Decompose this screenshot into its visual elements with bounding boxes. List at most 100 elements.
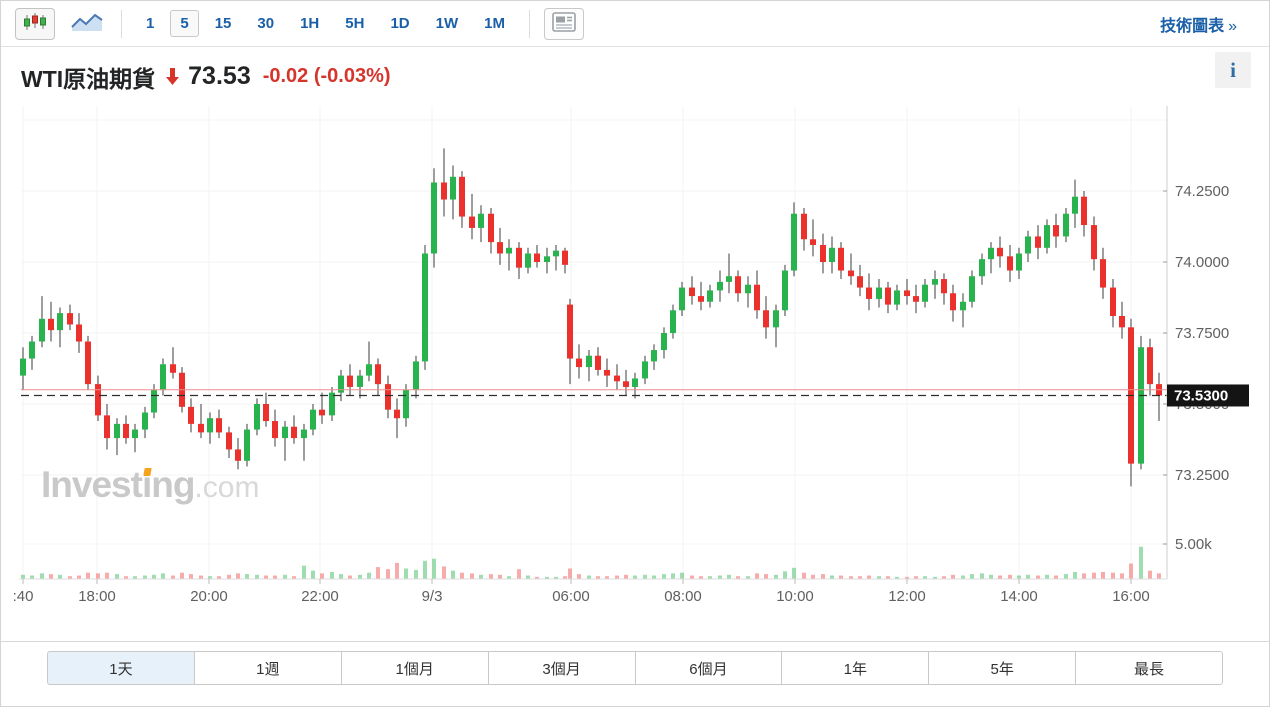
volume-bar [77,575,81,579]
candle-body [142,412,148,430]
volume-bar [414,569,418,579]
x-axis-label: 20:00 [190,588,228,605]
period-button-1month[interactable]: 1個月 [340,651,489,685]
volume-bar [217,576,221,579]
candle-body [1100,259,1106,288]
interval-button-1d[interactable]: 1D [380,10,419,37]
candle-body [301,429,307,439]
interval-button-1m[interactable]: 1M [474,10,515,37]
area-chart-type-button[interactable] [67,7,107,40]
last-price: 73.53 [188,62,251,90]
candle-body [431,182,437,254]
volume-bar [124,576,128,579]
candle-body [188,406,194,424]
candle-body [20,358,26,376]
interval-button-5[interactable]: 5 [170,10,199,37]
candle-body [244,429,250,461]
volume-bar [105,572,109,579]
candle-body [272,421,278,439]
interval-button-1[interactable]: 1 [136,10,164,37]
candle-body [885,287,891,305]
period-button-6month[interactable]: 6個月 [634,651,783,685]
volume-bar [30,575,34,579]
period-button-1year[interactable]: 1年 [781,651,930,685]
candle-body [632,378,638,387]
candle-body [904,290,910,297]
volume-bar [208,576,212,579]
candle-body [506,247,512,254]
volume-bar [680,572,684,579]
info-button[interactable]: i [1215,52,1251,88]
volume-bar [699,576,703,579]
last-price-badge-text: 73.5300 [1174,387,1228,404]
period-button-3month[interactable]: 3個月 [487,651,636,685]
candle-body [85,341,91,385]
candle-body [810,239,816,245]
interval-group: 1 5 15 30 1H 5H 1D 1W 1M [136,10,515,37]
volume-bar [755,573,759,579]
candle-body [913,296,919,302]
volume-bar [774,574,778,579]
volume-bar [189,574,193,579]
candle-body [459,176,465,217]
candle-body [534,253,540,262]
interval-button-15[interactable]: 15 [205,10,242,37]
interval-button-1h[interactable]: 1H [290,10,329,37]
volume-bar [302,565,306,579]
candle-body [338,375,344,393]
period-button-max[interactable]: 最長 [1075,651,1223,685]
news-panel-button[interactable] [543,7,584,40]
volume-bar [1054,575,1058,579]
candle-body [263,404,269,422]
volume-bar [311,570,315,579]
volume-bar [386,569,390,579]
volume-bar [877,576,881,579]
volume-bar [479,574,483,579]
chevrons-right-icon: » [1228,17,1237,35]
candle-body [497,242,503,254]
candle-body [123,423,129,439]
volume-bar [764,574,768,579]
period-button-1day[interactable]: 1天 [47,651,195,685]
period-button-1week[interactable]: 1週 [193,651,342,685]
volume-bar [21,574,25,579]
candle-body [848,270,854,277]
last-price-badge [1167,384,1249,407]
interval-button-5h[interactable]: 5H [335,10,374,37]
candle-body [1007,256,1013,271]
candle-body [114,423,120,439]
volume-bar [517,569,521,579]
candle-body [988,247,994,260]
volume-bar [358,574,362,579]
candle-body [829,247,835,262]
volume-bar [980,573,984,579]
volume-bar [432,558,436,579]
candle-body [679,287,685,311]
volume-bar [404,568,408,579]
candle-body [310,409,316,430]
candle-body [29,341,35,359]
technical-chart-link[interactable]: 技術圖表» [1160,12,1237,36]
volume-bar [40,573,44,579]
candlestick-chart[interactable]: 74.250074.000073.750073.500073.25005.00k… [1,106,1270,611]
volume-bar [708,576,712,579]
volume-bar [951,574,955,579]
candle-body [544,256,550,262]
candle-body [614,375,620,382]
volume-axis-label: 5.00k [1175,536,1212,553]
volume-bar [1111,572,1115,579]
candle-body [698,296,704,302]
volume-bar [273,575,277,579]
volume-bar [152,574,156,579]
news-icon [552,12,576,35]
chart-area: 74.250074.000073.750073.500073.25005.00k… [1,106,1270,611]
interval-button-30[interactable]: 30 [247,10,284,37]
candle-body [576,358,582,368]
volume-bar [367,572,371,579]
period-button-5year[interactable]: 5年 [928,651,1077,685]
interval-button-1w[interactable]: 1W [426,10,469,37]
volume-bar [736,576,740,579]
volume-bar [858,576,862,579]
price-change: -0.02 (-0.03%) [262,65,391,87]
candlestick-chart-type-button[interactable] [15,7,55,40]
